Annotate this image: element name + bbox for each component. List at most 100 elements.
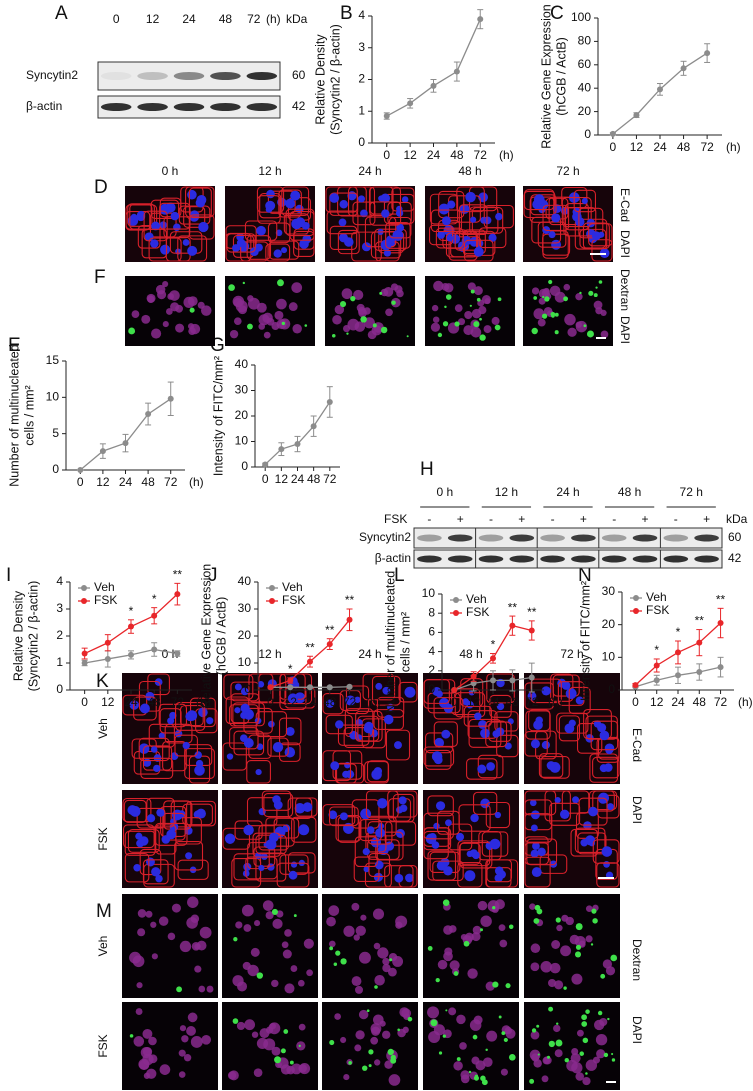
- nucleus: [374, 1059, 381, 1066]
- dextran-spot: [271, 908, 279, 915]
- nucleus: [265, 911, 274, 920]
- x-tick-label: 72: [525, 695, 539, 709]
- dextran-spot: [379, 291, 383, 295]
- nucleus: [433, 822, 440, 830]
- nucleus: [547, 978, 557, 988]
- nucleus: [565, 916, 574, 926]
- dextran-spot: [389, 958, 393, 962]
- cell-membrane: [244, 220, 278, 241]
- dextran-spot: [331, 334, 336, 338]
- dextran-spot: [607, 1017, 610, 1021]
- nucleus: [228, 1070, 239, 1081]
- nucleus: [284, 983, 295, 994]
- cell-membrane: [373, 709, 404, 730]
- nucleus: [288, 870, 298, 880]
- nucleus: [529, 799, 537, 807]
- x-tick-label: 48: [506, 695, 520, 709]
- nucleus: [603, 861, 610, 868]
- y-axis-label: Relative Gene Expression: [199, 564, 213, 709]
- nucleus: [167, 717, 175, 725]
- protein-label: β-actin: [375, 551, 411, 565]
- cell-membrane: [463, 239, 494, 262]
- nucleus: [595, 307, 603, 315]
- nucleus: [401, 196, 409, 203]
- cell-membrane: [123, 799, 147, 823]
- blot-band: [100, 72, 132, 80]
- nucleus: [184, 826, 193, 835]
- legend-label: FSK: [282, 593, 305, 607]
- y-tick-label: 2: [56, 628, 63, 642]
- nucleus: [233, 297, 243, 308]
- nucleus: [287, 693, 299, 704]
- cell-membrane: [140, 757, 174, 779]
- dextran-spot: [603, 1052, 609, 1058]
- panel-letter: K: [96, 671, 109, 692]
- nucleus: [492, 730, 500, 738]
- nucleus: [271, 979, 279, 988]
- y-tick-label: 0: [584, 127, 591, 141]
- data-point: [609, 130, 616, 137]
- blot-band: [447, 534, 473, 542]
- dextran-spot: [536, 1024, 540, 1028]
- kda-label: 42: [292, 99, 306, 113]
- cell-membrane: [467, 710, 498, 739]
- legend-marker: [453, 610, 459, 616]
- legend-marker: [633, 595, 639, 601]
- blot-band: [210, 103, 241, 111]
- nucleus: [190, 1036, 203, 1048]
- blot-band: [173, 103, 205, 111]
- nucleus: [575, 696, 584, 705]
- cell-membrane: [322, 804, 356, 826]
- data-point: [470, 673, 477, 680]
- nucleus: [428, 1031, 441, 1043]
- nucleus: [130, 213, 138, 221]
- nucleus: [328, 940, 336, 948]
- dextran-spot: [283, 1029, 289, 1034]
- x-tick-label: 48: [148, 695, 162, 709]
- nucleus: [129, 951, 141, 964]
- nucleus: [559, 809, 570, 819]
- y-axis-label: cells / mm²: [398, 612, 412, 672]
- protein-label: β-actin: [26, 99, 62, 113]
- kda-label: 42: [728, 551, 742, 565]
- dextran-spot: [591, 908, 597, 914]
- protein-label: Syncytin2: [26, 68, 78, 82]
- nucleus: [380, 193, 391, 203]
- nucleus: [441, 729, 451, 739]
- nucleus: [496, 702, 505, 711]
- nucleus: [474, 712, 482, 721]
- nucleus: [470, 327, 482, 338]
- nucleus: [326, 916, 336, 927]
- nucleus: [294, 803, 306, 814]
- nucleus: [533, 308, 545, 320]
- dextran-spot: [247, 323, 253, 330]
- dextran-spot: [533, 296, 538, 300]
- dextran-spot: [497, 297, 502, 302]
- dextran-spot: [592, 918, 598, 924]
- cell-membrane: [537, 221, 567, 248]
- cell-membrane: [326, 210, 359, 235]
- dextran-spot: [329, 946, 334, 951]
- nucleus: [374, 974, 385, 986]
- cell-membrane: [592, 756, 620, 779]
- stain-label: DAPI: [630, 1016, 644, 1044]
- nucleus: [540, 961, 552, 973]
- cell-membrane: [226, 233, 256, 253]
- nucleus: [187, 1012, 198, 1023]
- stain-label: E-Cad: [630, 728, 644, 762]
- nucleus: [462, 698, 470, 706]
- y-tick-label: 0: [358, 135, 365, 149]
- dextran-spot: [348, 1061, 352, 1065]
- blot-band: [246, 103, 278, 111]
- legend-label: Veh: [466, 592, 487, 606]
- nucleus: [145, 910, 153, 918]
- significance-label: **: [716, 593, 726, 607]
- condition-label: 0 h: [436, 485, 453, 499]
- cell-membrane: [459, 842, 493, 869]
- cell-membrane: [343, 727, 375, 748]
- cell-membrane: [524, 731, 548, 757]
- cell-membrane: [429, 224, 454, 246]
- data-point: [287, 684, 294, 691]
- nucleus: [354, 1044, 362, 1052]
- y-tick-label: 40: [578, 80, 592, 94]
